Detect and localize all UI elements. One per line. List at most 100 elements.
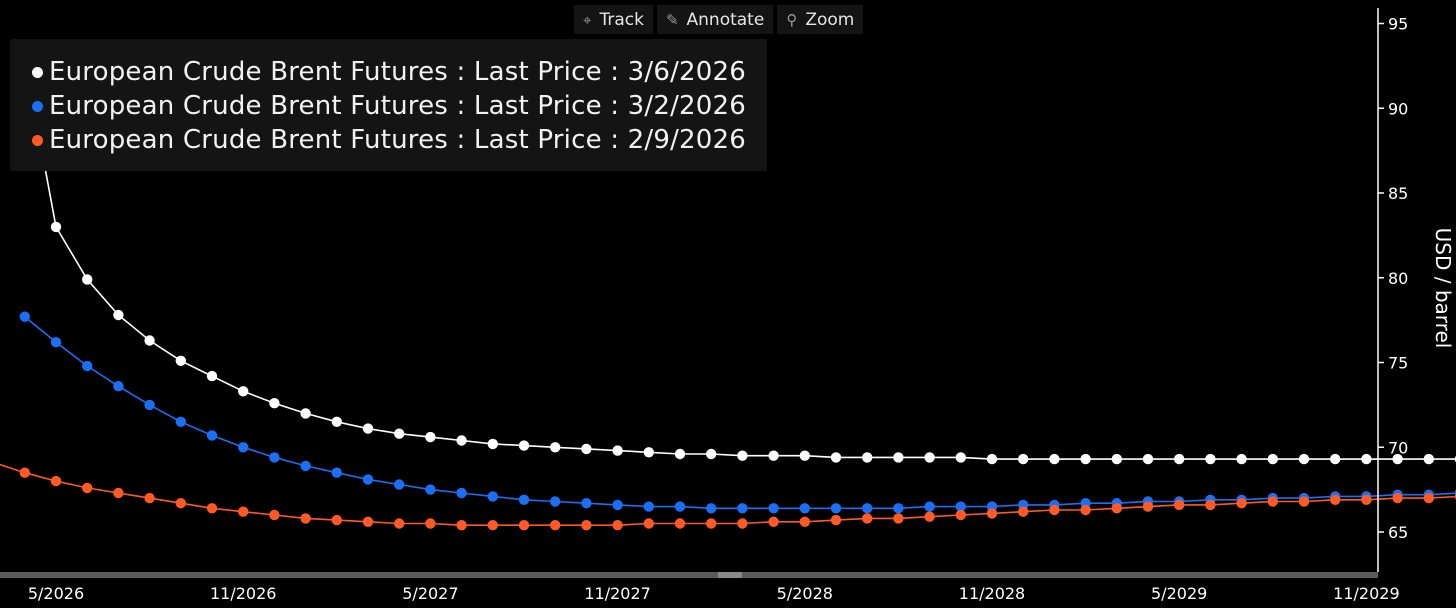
y-tick-label: 70	[1388, 438, 1408, 457]
zoom-label: Zoom	[805, 9, 855, 30]
x-tick-label: 11/2028	[959, 584, 1025, 603]
series-2-point	[986, 508, 998, 519]
series-2-point	[550, 520, 561, 531]
series-1-point	[331, 467, 342, 478]
series-2-point	[144, 492, 155, 504]
legend-entry-3-6-2026[interactable]: European Crude Brent Futures : Last Pric…	[10, 55, 767, 89]
series-0-point	[674, 448, 686, 460]
series-0-point	[768, 450, 779, 461]
series-0-point	[269, 398, 280, 409]
series-1-point	[300, 460, 311, 472]
series-2-point	[612, 520, 623, 531]
series-2-point	[1111, 503, 1123, 514]
legend-label: European Crude Brent Futures : Last Pric…	[49, 125, 747, 155]
series-0-point	[737, 450, 748, 461]
series-0-point	[1236, 453, 1247, 465]
series-1-point	[612, 499, 623, 511]
x-axis-scrollbar[interactable]	[0, 572, 1378, 578]
series-1-point	[550, 496, 561, 507]
y-tick-label: 85	[1388, 184, 1408, 203]
series-2-point	[1392, 492, 1403, 504]
series-0-point	[862, 452, 873, 463]
series-2-point	[238, 506, 249, 517]
series-line-2	[0, 463, 1456, 527]
series-2-point	[1267, 496, 1279, 507]
legend-label: European Crude Brent Futures : Last Pric…	[49, 57, 747, 87]
series-2-point	[206, 503, 218, 514]
x-tick-label: 5/2027	[402, 584, 458, 603]
series-2-point	[394, 518, 405, 529]
series-1-point	[518, 494, 530, 505]
series-0-point	[1267, 453, 1279, 465]
series-1-point	[362, 474, 374, 485]
series-0-point	[1018, 453, 1029, 465]
series-line-0	[24, 58, 1456, 460]
series-0-point	[300, 408, 311, 419]
series-2-point	[300, 513, 311, 524]
y-axis-title: USD / barrel	[1431, 228, 1455, 349]
x-tick-label: 5/2028	[777, 584, 833, 603]
series-0-point	[924, 452, 935, 463]
series-1-point	[82, 360, 93, 372]
x-tick-label: 5/2029	[1151, 584, 1207, 603]
magnifier-icon: ⚲	[786, 10, 798, 29]
zoom-button[interactable]: ⚲ Zoom	[777, 5, 864, 34]
series-1-point	[269, 452, 280, 463]
scrollbar-grip-icon[interactable]	[718, 572, 742, 578]
series-2-point	[1049, 504, 1060, 516]
series-0-point	[1174, 453, 1185, 465]
crosshair-icon: ⌖	[583, 10, 592, 29]
series-2-point	[425, 518, 436, 529]
series-2-point	[1361, 494, 1372, 505]
series-2-point	[19, 467, 30, 478]
series-2-point	[799, 516, 810, 527]
series-0-point	[1205, 453, 1216, 465]
annotate-button[interactable]: ✎ Annotate	[656, 5, 774, 34]
track-button[interactable]: ⌖ Track	[574, 5, 653, 34]
series-0-point	[456, 435, 467, 446]
x-tick-label: 11/2029	[1333, 584, 1399, 603]
series-0-point	[394, 428, 405, 439]
series-0-point	[487, 438, 498, 450]
legend-entry-3-2-2026[interactable]: European Crude Brent Futures : Last Pric…	[10, 89, 767, 123]
series-0-point	[331, 416, 342, 427]
series-0-point	[113, 309, 124, 321]
series-0-point	[175, 355, 186, 366]
series-2-point	[924, 511, 935, 522]
series-2-point	[1018, 506, 1029, 517]
x-tick-label: 11/2026	[210, 584, 276, 603]
series-line-1	[24, 316, 1456, 510]
series-2-point	[643, 518, 654, 529]
series-1-point	[830, 503, 842, 514]
series-0-point	[1392, 453, 1403, 465]
series-1-point	[924, 501, 935, 512]
series-2-point	[862, 513, 873, 524]
legend-entry-2-9-2026[interactable]: European Crude Brent Futures : Last Pric…	[10, 123, 767, 157]
series-0-point	[955, 452, 966, 463]
series-2-point	[1174, 499, 1185, 511]
series-1-point	[206, 430, 218, 441]
y-tick-label: 65	[1388, 523, 1408, 542]
x-tick-label: 11/2027	[584, 584, 650, 603]
legend-label: European Crude Brent Futures : Last Pric…	[49, 91, 747, 121]
series-0-point	[643, 447, 654, 458]
series-1-point	[706, 503, 717, 514]
series-0-point	[1361, 453, 1372, 465]
series-1-point	[144, 399, 155, 411]
series-0-point	[1330, 453, 1341, 465]
series-1-point	[955, 501, 966, 512]
series-0-point	[362, 423, 374, 434]
series-2-point	[82, 482, 93, 494]
series-1-point	[487, 491, 498, 502]
series-0-point	[82, 274, 93, 285]
series-2-point	[1236, 498, 1247, 509]
series-1-point	[893, 503, 904, 514]
series-0-point	[893, 452, 904, 463]
series-0-point	[1111, 453, 1123, 465]
series-1-point	[238, 442, 249, 453]
series-2-point	[768, 516, 779, 527]
series-1-point	[862, 503, 873, 514]
series-0-point	[425, 431, 436, 443]
series-1-point	[113, 381, 124, 392]
